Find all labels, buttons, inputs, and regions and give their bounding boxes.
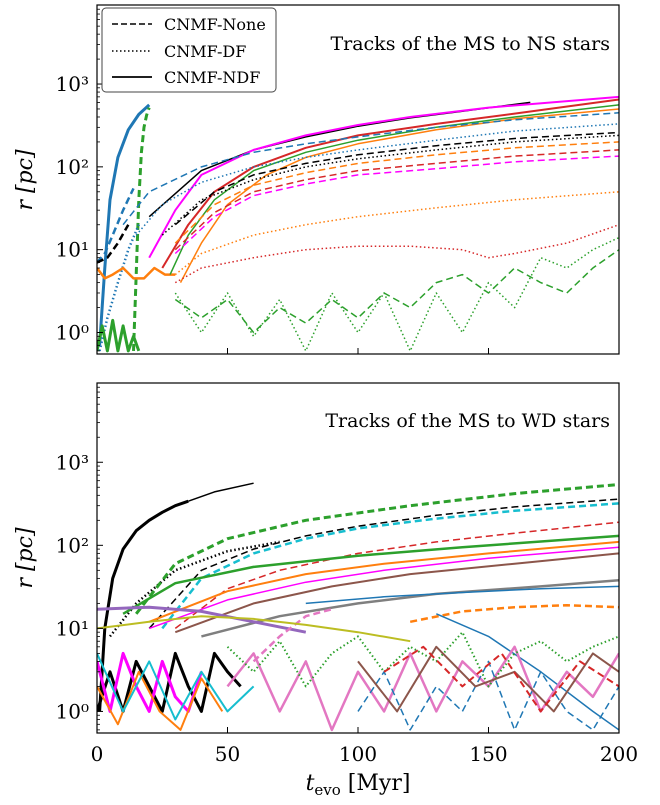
xlabel-sub: evo	[314, 781, 340, 799]
wd-series-group	[97, 482, 619, 732]
ns-series-2	[97, 187, 135, 264]
ns-series-group	[97, 95, 619, 353]
wd-series-12	[305, 585, 619, 605]
ns-series-19	[174, 191, 619, 276]
wd-series-14	[436, 613, 619, 731]
wd-series-4	[148, 498, 619, 629]
xlabel-main: t	[306, 771, 315, 796]
ns-ytick-label-3: 10³	[56, 72, 89, 96]
wd-series-7	[122, 534, 619, 615]
ns-series-20	[174, 223, 619, 284]
wd-series-19	[226, 645, 619, 732]
wd-series-13	[409, 603, 619, 624]
ns-series-18	[174, 155, 619, 255]
wd-ytick-label-3: 10³	[56, 450, 89, 474]
panel-ns: 10⁰ 10¹ 10² 10³ r [pc] Tracks of the MS to …	[13, 4, 620, 355]
legend-label-df: CNMF-DF	[164, 42, 246, 61]
legend-box	[101, 7, 277, 93]
ns-title: Tracks of the MS to NS stars	[330, 33, 610, 55]
ns-series-10	[169, 104, 619, 275]
ns-series-4	[98, 224, 140, 352]
wd-series-22	[97, 670, 224, 731]
ns-series-14	[174, 131, 619, 226]
legend-label-ndf: CNMF-NDF	[164, 68, 260, 87]
wd-series-26	[97, 652, 255, 721]
ns-ytick-label-2: 10²	[56, 155, 89, 179]
wd-series-24	[383, 645, 619, 713]
wd-xtick-label-3: 150	[469, 742, 507, 766]
ns-series-3	[97, 224, 130, 264]
ns-ylabel: r [pc]	[13, 149, 38, 210]
wd-series-8	[148, 540, 619, 623]
xlabel-unit: [Myr]	[341, 771, 411, 796]
wd-series-9	[148, 546, 619, 630]
wd-ytick-label-1: 10¹	[56, 616, 89, 640]
wd-xtick-label-0: 0	[91, 742, 104, 766]
ns-series-12	[122, 112, 619, 226]
wd-series-17	[252, 607, 333, 663]
ns-series-22	[174, 249, 619, 334]
ns-series-16	[174, 141, 619, 244]
ns-series-8	[148, 95, 619, 259]
wd-series-10	[174, 552, 619, 634]
wd-xtick-label-2: 100	[339, 742, 377, 766]
ns-series-0	[98, 103, 151, 346]
ns-series-6	[97, 318, 141, 353]
wd-xtick-label-1: 50	[215, 742, 240, 766]
wd-series-1	[188, 482, 254, 502]
wd-axes-frame	[96, 382, 620, 734]
ns-series-17	[174, 149, 619, 251]
ns-series-1	[132, 107, 151, 351]
ns-ytick-label-1: 10¹	[56, 238, 89, 262]
wd-ytick-label-0: 10⁰	[56, 699, 89, 723]
wd-xlabel: tevo [Myr]	[306, 771, 411, 799]
ns-legend: CNMF-None CNMF-DF CNMF-NDF	[101, 7, 277, 93]
wd-series-21	[357, 660, 619, 731]
wd-series-3	[135, 483, 619, 615]
ns-series-21	[174, 236, 619, 352]
wd-title: Tracks of the MS to WD stars	[325, 410, 610, 432]
wd-series-16	[97, 605, 307, 634]
ns-series-5	[97, 266, 176, 280]
wd-xtick-label-4: 200	[600, 742, 638, 766]
wd-series-25	[97, 615, 411, 643]
wd-ytick-label-2: 10²	[56, 533, 89, 557]
ns-ytick-label-0: 10⁰	[56, 320, 89, 344]
wd-series-5	[161, 502, 619, 630]
panel-wd: 10⁰ 10¹ 10² 10³ 0 50 100 150 200 r [pc] Tracks o…	[13, 382, 638, 799]
wd-ylabel: r [pc]	[13, 527, 38, 588]
wd-series-23	[357, 645, 619, 713]
wd-tick-group: 10⁰ 10¹ 10² 10³ 0 50 100 150 200	[56, 382, 638, 766]
ns-series-15	[161, 134, 619, 236]
wd-series-0	[98, 499, 189, 712]
ns-series-9	[161, 98, 619, 269]
legend-label-none: CNMF-None	[164, 15, 266, 34]
wd-series-6	[174, 521, 619, 629]
wd-series-20	[226, 631, 619, 688]
